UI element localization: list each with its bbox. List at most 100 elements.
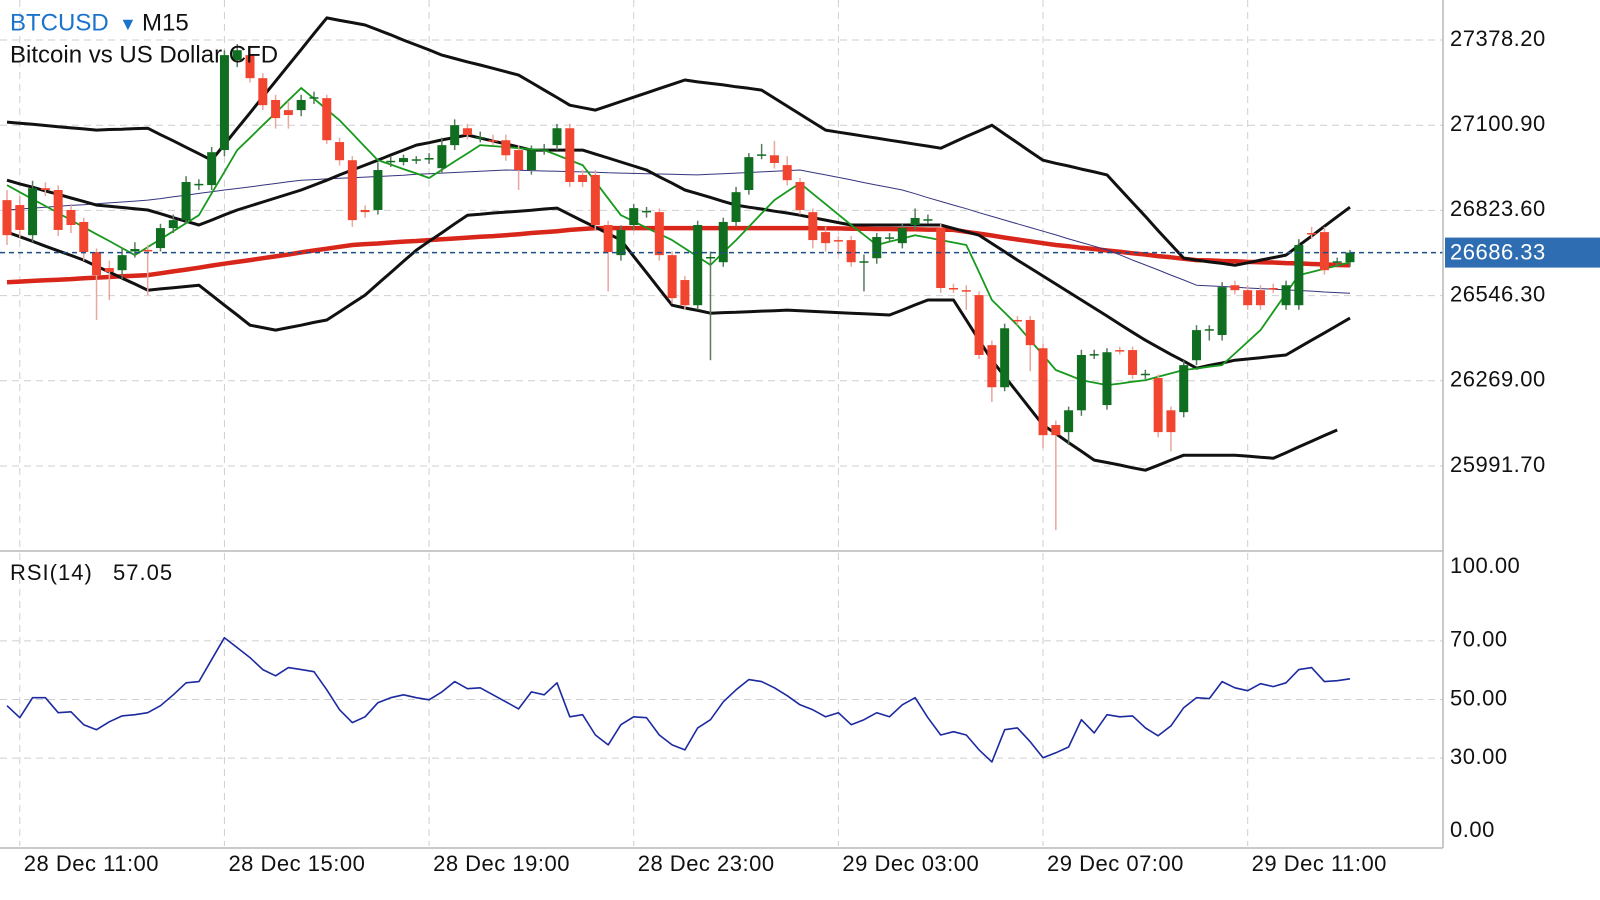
candle-body [642, 210, 652, 213]
y-tick-label: 27378.20 [1450, 26, 1546, 51]
indicator-line [6, 87, 1351, 386]
candle-body [936, 228, 946, 289]
y-tick-label: 70.00 [1450, 627, 1508, 652]
candle-body [309, 97, 319, 99]
candle-body [1076, 354, 1086, 411]
candle-body [411, 159, 421, 161]
candle-body [731, 192, 741, 222]
x-tick-label: 29 Dec 07:00 [1047, 851, 1184, 876]
candle-body [104, 268, 114, 273]
y-tick-label: 26269.00 [1450, 367, 1546, 392]
x-tick-label: 28 Dec 11:00 [24, 851, 159, 876]
candle-body [130, 248, 140, 252]
candle-body [565, 128, 575, 183]
candle-body [782, 165, 792, 181]
candle-body [757, 154, 767, 156]
candle-body [1102, 352, 1112, 406]
x-tick-label: 29 Dec 11:00 [1252, 851, 1387, 876]
candle-body [1089, 354, 1099, 356]
symbol-dropdown-icon[interactable]: ▼ [119, 14, 137, 34]
candle-body [846, 240, 856, 263]
candle-body [501, 140, 511, 156]
candle-body [987, 345, 997, 388]
candle-body [629, 208, 639, 226]
candle-body [718, 221, 728, 263]
candle-body [552, 128, 562, 146]
candle-body [219, 55, 229, 151]
candle-body [578, 174, 588, 183]
candle-body [143, 249, 153, 252]
candle-body [373, 170, 383, 210]
candle-body [207, 152, 217, 186]
candle-body [1051, 425, 1061, 436]
candle-body [693, 225, 703, 306]
candle-body [450, 125, 460, 146]
y-tick-label: 100.00 [1450, 553, 1520, 578]
symbol[interactable]: BTCUSD [10, 9, 109, 36]
candle-body [271, 99, 281, 119]
candle-body [526, 150, 536, 171]
candle-body [1332, 261, 1342, 263]
candle-body [769, 155, 779, 163]
candle-body [616, 229, 626, 256]
candle-body [1319, 232, 1329, 271]
candle-body [1345, 252, 1355, 263]
candle-body [194, 183, 204, 186]
candle-body [488, 140, 498, 142]
candle-body [1038, 348, 1048, 436]
indicator-line [6, 169, 1351, 294]
candle-body [1230, 285, 1240, 291]
last-price-box [1445, 237, 1600, 268]
candle-body [961, 290, 971, 292]
indicator-line [6, 16, 1351, 267]
candle-body [795, 182, 805, 210]
x-tick-label: 29 Dec 03:00 [842, 851, 979, 876]
candle-body [1140, 373, 1150, 376]
candle-body [117, 255, 127, 271]
candle-body [821, 232, 831, 244]
candle-body [1000, 328, 1010, 388]
rsi-last-value: 57.05 [113, 560, 173, 585]
candle-body [590, 174, 600, 226]
candle-body [1204, 329, 1214, 331]
candle-body [872, 237, 882, 259]
grid [0, 0, 1443, 846]
axes: 28 Dec 11:00 28 Dec 15:00 28 Dec 19:00 28 D… [0, 0, 1600, 876]
timeframe[interactable]: M15 [142, 9, 189, 36]
candle-body [258, 78, 268, 106]
candle-body [28, 188, 38, 236]
candle-body [1243, 290, 1253, 306]
candle-body [1294, 244, 1304, 306]
candle-body [744, 157, 754, 191]
candle-body [1179, 365, 1189, 413]
candle-body [424, 158, 434, 160]
candle-body [1255, 290, 1265, 306]
candle-body [1153, 378, 1163, 433]
candle-body [859, 261, 869, 263]
candle-body [897, 228, 907, 244]
candle-body [1025, 319, 1035, 346]
candle-body [1115, 350, 1125, 352]
candle-body [322, 98, 332, 141]
candle-body [462, 128, 472, 136]
y-tick-label: 0.00 [1450, 817, 1495, 842]
candle-body [2, 200, 12, 236]
candle-body [181, 182, 191, 221]
candle-body [514, 150, 524, 171]
candle-body [399, 158, 409, 163]
y-tick-label: 25991.70 [1450, 452, 1546, 477]
candle-body [79, 221, 89, 253]
candle-body [705, 256, 715, 259]
candle-body [386, 160, 396, 163]
y-tick-label: 50.00 [1450, 685, 1508, 710]
candle-body [40, 188, 50, 191]
candle-body [232, 50, 242, 61]
candle-body [833, 240, 843, 242]
last-price-label: 26686.33 [1450, 239, 1546, 264]
y-tick-label: 26823.60 [1450, 196, 1546, 221]
candle-body [603, 225, 613, 253]
candle-body [92, 252, 102, 276]
candle-body [475, 137, 485, 139]
indicator-line [6, 225, 1351, 285]
